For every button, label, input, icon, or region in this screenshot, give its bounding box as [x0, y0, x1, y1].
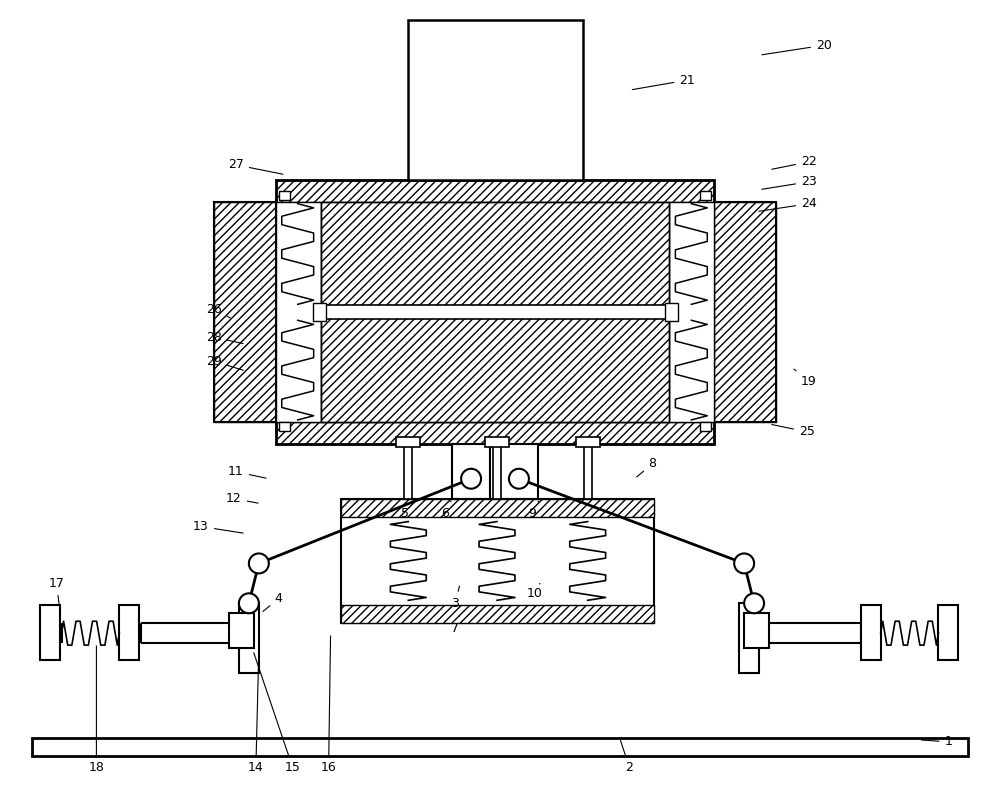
Bar: [485, 437, 509, 447]
Circle shape: [509, 469, 529, 489]
Text: 10: 10: [527, 583, 543, 600]
Bar: [861, 606, 881, 660]
Bar: [404, 439, 412, 499]
Text: 18: 18: [88, 646, 104, 774]
Text: 22: 22: [772, 155, 817, 169]
Text: 14: 14: [248, 653, 264, 774]
Text: 12: 12: [226, 492, 258, 505]
Bar: [313, 304, 326, 321]
Text: 6: 6: [441, 501, 451, 520]
Bar: [576, 437, 600, 447]
Bar: [396, 437, 420, 447]
Bar: [341, 606, 654, 623]
Text: 19: 19: [794, 369, 817, 388]
Text: 9: 9: [528, 501, 539, 520]
Text: 4: 4: [263, 592, 283, 611]
Bar: [40, 606, 60, 660]
Circle shape: [249, 554, 269, 574]
Text: 7: 7: [451, 616, 459, 634]
Bar: [714, 201, 776, 422]
Text: 21: 21: [632, 74, 695, 89]
Text: 17: 17: [49, 577, 64, 606]
Bar: [321, 201, 669, 422]
Bar: [665, 304, 678, 321]
Bar: [938, 606, 958, 660]
Bar: [700, 422, 711, 431]
Bar: [500, 444, 538, 499]
Text: 23: 23: [762, 175, 817, 189]
Bar: [669, 201, 714, 422]
Bar: [408, 20, 583, 180]
Bar: [229, 614, 254, 648]
Text: 16: 16: [321, 636, 336, 774]
Circle shape: [239, 594, 259, 614]
Text: 29: 29: [206, 355, 243, 370]
Bar: [276, 422, 714, 444]
Bar: [32, 737, 968, 756]
Text: 28: 28: [206, 331, 243, 344]
Text: 20: 20: [762, 38, 832, 55]
Bar: [319, 305, 671, 320]
Bar: [276, 201, 321, 422]
Text: 3: 3: [451, 586, 459, 610]
Bar: [341, 499, 654, 623]
Circle shape: [734, 554, 754, 574]
Circle shape: [461, 469, 481, 489]
Text: 15: 15: [254, 653, 301, 774]
Text: 13: 13: [193, 520, 243, 533]
Text: 2: 2: [620, 741, 633, 774]
Bar: [739, 603, 759, 673]
Bar: [714, 201, 776, 422]
Bar: [744, 614, 769, 648]
Text: 11: 11: [228, 465, 266, 479]
Bar: [584, 439, 592, 499]
Bar: [341, 499, 654, 517]
Bar: [700, 191, 711, 200]
Text: 8: 8: [637, 457, 656, 477]
Bar: [279, 422, 290, 431]
Bar: [119, 606, 139, 660]
Text: 24: 24: [759, 197, 817, 211]
Bar: [214, 201, 276, 422]
Text: 5: 5: [401, 501, 412, 520]
Bar: [452, 444, 490, 499]
Bar: [214, 201, 276, 422]
Text: 1: 1: [921, 735, 952, 749]
Text: 26: 26: [206, 303, 230, 318]
Bar: [279, 191, 290, 200]
Bar: [239, 603, 259, 673]
Circle shape: [744, 594, 764, 614]
Bar: [276, 180, 714, 201]
Bar: [321, 201, 669, 422]
Bar: [493, 439, 501, 499]
Text: 25: 25: [772, 424, 815, 439]
Text: 27: 27: [228, 158, 283, 174]
Bar: [276, 180, 714, 444]
